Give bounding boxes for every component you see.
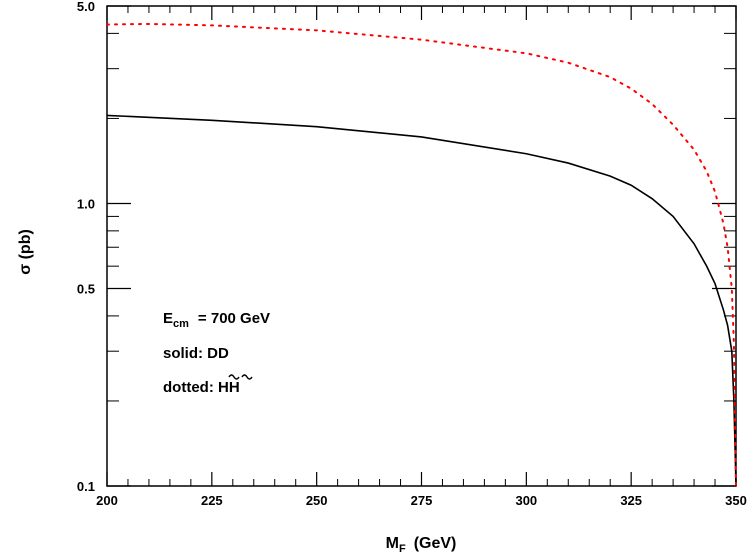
x-tick-label: 300	[515, 493, 537, 508]
series-layer	[106, 22, 737, 487]
x-tick-label: 250	[306, 493, 328, 508]
x-tick-label: 225	[201, 493, 223, 508]
x-tick-label: 350	[725, 493, 747, 508]
y-tick-label: 1.0	[77, 196, 95, 211]
x-axis-title: MF (GeV)	[386, 535, 457, 555]
x-axis-title-sub: F	[399, 543, 406, 555]
y-axis-title: σ (pb)	[17, 229, 34, 275]
annotation-solid: solid: DD	[163, 345, 229, 362]
annotation-dotted: dotted: HH	[163, 379, 240, 396]
series-dotted-line	[106, 22, 737, 487]
x-axis-title-unit: (GeV)	[414, 535, 457, 552]
annotation-ecm: Ecm = 700 GeV	[163, 310, 270, 330]
x-tick-label: 275	[411, 493, 433, 508]
annotation-dotted-prefix: dotted:	[163, 379, 218, 396]
y-tick-label: 0.5	[77, 282, 95, 297]
annotation-ecm-sub: cm	[173, 318, 189, 330]
plot-frame	[106, 5, 737, 487]
tick-labels: 200 225 250 275 300 325 350 0.1 0.5 1.0 5.0	[77, 0, 747, 508]
y-tick-label: 5.0	[77, 0, 95, 14]
tilde-mark-2	[241, 374, 253, 380]
tilde-mark-1	[228, 374, 240, 380]
x-tick-label: 325	[620, 493, 642, 508]
x-axis-title-main: M	[386, 535, 399, 552]
series-solid-line	[106, 114, 737, 487]
axis-ticks	[106, 5, 737, 487]
annotation-ecm-value: = 700 GeV	[198, 310, 270, 327]
annotation-dotted-text: HH	[218, 379, 240, 396]
x-tick-label: 200	[96, 493, 118, 508]
y-tick-label: 0.1	[77, 479, 95, 494]
annotation-ecm-main: E	[163, 310, 173, 327]
